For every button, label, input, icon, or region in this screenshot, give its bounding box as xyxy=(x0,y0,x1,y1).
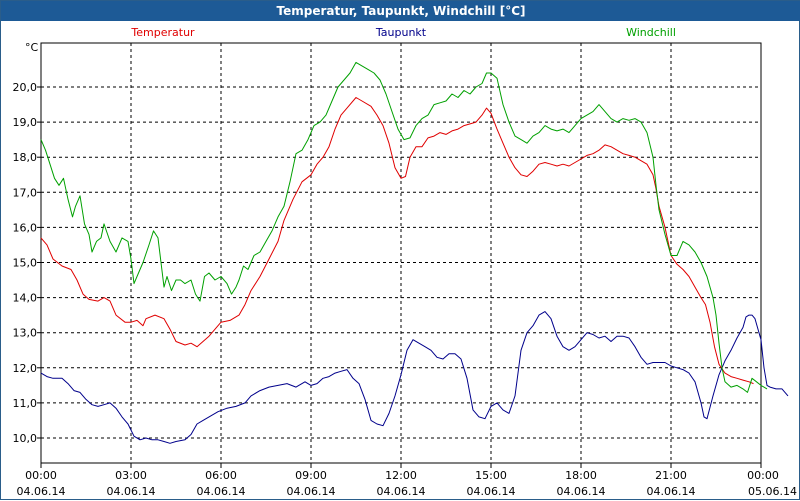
x-tick-date: 04.06.14 xyxy=(377,485,426,498)
y-tick-label: 17,0 xyxy=(13,186,38,199)
series-line-temperatur xyxy=(40,97,754,385)
x-tick-date: 04.06.14 xyxy=(107,485,156,498)
y-tick-label: 14,0 xyxy=(13,292,38,305)
y-tick-label: 15,0 xyxy=(13,257,38,270)
x-tick-time: 06:00 xyxy=(205,469,237,482)
x-tick-date: 04.06.14 xyxy=(197,485,246,498)
legend-windchill: Windchill xyxy=(626,26,676,39)
series-line-windchill xyxy=(40,61,768,393)
x-tick-time: 00:00 xyxy=(25,469,57,482)
legend: Temperatur Taupunkt Windchill xyxy=(130,26,676,39)
series-lines xyxy=(40,61,789,444)
x-axis-ticks: 00:00 04.06.14 03:00 04.06.14 06:00 04.06.14 0… xyxy=(17,463,797,498)
y-tick-label: 12,0 xyxy=(13,362,38,375)
series-line-taupunkt xyxy=(40,311,789,444)
x-tick-date: 04.06.14 xyxy=(557,485,606,498)
x-tick-time: 18:00 xyxy=(565,469,597,482)
grid xyxy=(41,43,761,463)
y-unit-label: °C xyxy=(25,41,39,54)
x-tick-time: 12:00 xyxy=(385,469,417,482)
chart-title: Temperatur, Taupunkt, Windchill [°C] xyxy=(1,1,800,21)
x-tick-time: 09:00 xyxy=(295,469,327,482)
x-tick-date: 04.06.14 xyxy=(17,485,66,498)
x-tick-date: 04.06.14 xyxy=(467,485,516,498)
x-tick-date: 04.06.14 xyxy=(647,485,696,498)
y-tick-label: 10,0 xyxy=(13,432,38,445)
y-tick-label: 13,0 xyxy=(13,327,38,340)
y-tick-label: 20,0 xyxy=(13,81,38,94)
x-tick-time: 03:00 xyxy=(115,469,147,482)
y-tick-label: 19,0 xyxy=(13,116,38,129)
x-tick-time: 00:00 xyxy=(747,469,779,482)
legend-temperatur: Temperatur xyxy=(130,26,195,39)
x-tick-date: 05.06.14 xyxy=(748,485,797,498)
x-tick-date: 04.06.14 xyxy=(287,485,336,498)
y-tick-label: 18,0 xyxy=(13,151,38,164)
y-tick-label: 11,0 xyxy=(13,397,38,410)
y-axis-ticks: 10,0 11,0 12,0 13,0 14,0 15,0 16,0 17,0 18,0 19,0… xyxy=(13,81,41,445)
y-tick-label: 16,0 xyxy=(13,221,38,234)
x-tick-time: 21:00 xyxy=(655,469,687,482)
legend-taupunkt: Taupunkt xyxy=(375,26,427,39)
x-tick-time: 15:00 xyxy=(475,469,507,482)
